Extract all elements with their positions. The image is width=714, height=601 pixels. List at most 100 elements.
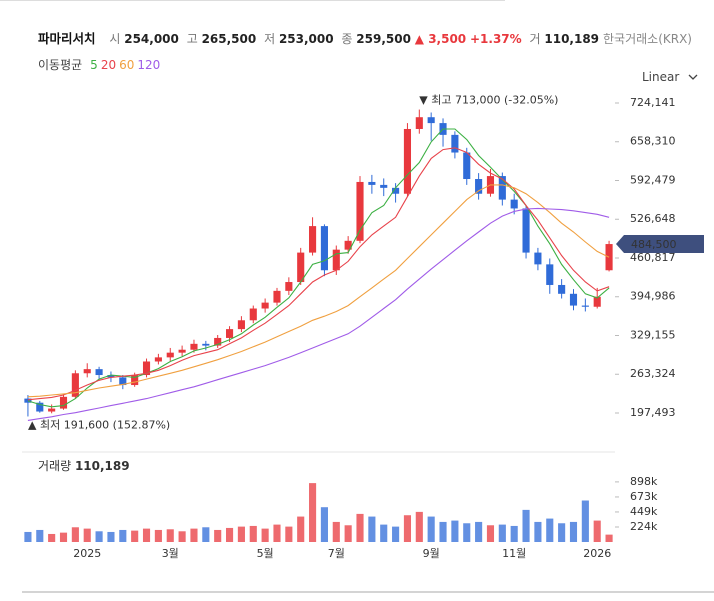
volume-bar <box>214 529 222 542</box>
value: 265,500 <box>201 32 257 46</box>
candle-body <box>593 296 601 307</box>
volume-bar <box>320 507 328 542</box>
volume-bar <box>59 532 68 542</box>
volume-bar <box>415 511 423 542</box>
volume-bar <box>534 521 542 542</box>
volume-bar <box>368 516 376 542</box>
candle-body <box>309 226 317 253</box>
y-tick-label: 526,648 <box>630 212 676 225</box>
quote: 종 259,500 <box>337 32 411 46</box>
label: 저 <box>264 32 276 46</box>
ma-legend: 이동평균 5 20 60 120 <box>38 56 166 73</box>
volume-bar <box>95 531 103 542</box>
scale-mode: Linear <box>642 70 680 84</box>
volume-bar <box>463 523 471 542</box>
volume-bar <box>225 527 234 542</box>
candle-body <box>131 375 139 386</box>
quote-header: 파마리서치 시 254,000 고 265,500 저 253,000 종 25… <box>38 28 599 47</box>
extreme-annotation: ▲ 최저 191,600 (152.87%) <box>28 418 170 431</box>
y-tick-label: 197,493 <box>630 406 676 419</box>
x-tick-label: 11월 <box>502 547 526 560</box>
candle-body <box>225 329 234 338</box>
volume-bar <box>285 526 293 542</box>
value: 110,189 <box>75 459 130 473</box>
candle-body <box>190 343 198 350</box>
y-tick-label: 460,817 <box>630 251 676 264</box>
candle-body <box>581 305 589 307</box>
candle-body <box>498 176 506 200</box>
value: 259,500 <box>356 32 411 46</box>
y-tick-label: 724,141 <box>630 96 676 109</box>
y-tick-label: 263,324 <box>630 367 676 380</box>
candle-body <box>427 117 435 124</box>
candle-body <box>403 128 412 194</box>
x-tick-label: 5월 <box>257 547 274 560</box>
exchange: 한국거래소(KRX) <box>603 32 692 46</box>
label: 거래량 <box>38 459 71 473</box>
volume-bar <box>131 530 139 542</box>
volume-bar <box>380 524 388 542</box>
volume-bar <box>297 516 305 542</box>
volume-bar <box>356 513 364 542</box>
ma-line <box>27 128 610 408</box>
y-tick-label: 394,986 <box>630 290 676 303</box>
ma-line <box>27 184 610 398</box>
candle-body <box>95 369 103 376</box>
volume-bar <box>439 521 447 542</box>
y-tick-label: 329,155 <box>630 328 676 341</box>
candle-body <box>332 249 340 271</box>
legend-entry: 60 <box>119 58 135 72</box>
candle-body <box>261 302 269 309</box>
candle-body <box>451 134 459 153</box>
change-pct: +1.37% <box>469 32 522 46</box>
volume-bar <box>593 520 601 542</box>
x-tick-label: 9월 <box>423 547 440 560</box>
candle-body <box>463 152 471 180</box>
volume-bar <box>261 528 269 542</box>
volume-bar <box>569 521 578 542</box>
volume-bar <box>237 526 245 542</box>
volume-bar <box>36 529 44 542</box>
label: 시 <box>109 32 121 46</box>
candle-body <box>107 375 115 378</box>
legend-entry: 5 <box>90 58 98 72</box>
volume-bar <box>178 531 186 542</box>
price-tag-label: 484,500 <box>631 238 677 251</box>
candle-body <box>36 402 44 412</box>
chevron <box>688 74 698 80</box>
label: 고 <box>186 32 198 46</box>
candle-body <box>534 252 542 265</box>
y-tick-label: 449k <box>630 505 658 518</box>
scale-dropdown[interactable]: Linear <box>642 70 698 84</box>
quote: 시 254,000 <box>105 32 179 46</box>
volume-bar <box>142 528 151 542</box>
quote: 고 265,500 <box>183 32 257 46</box>
volume-bar <box>486 525 495 542</box>
y-tick-label: 224k <box>630 520 658 533</box>
candle-body <box>178 349 186 353</box>
candle-body <box>214 337 222 346</box>
volume-bar <box>522 509 530 542</box>
candle-body <box>59 396 68 409</box>
label: 종 <box>341 32 353 46</box>
candle-body <box>439 123 447 135</box>
volume-bar <box>166 529 174 542</box>
value: 254,000 <box>124 32 179 46</box>
value: 110,189 <box>544 32 600 46</box>
x-tick-label: 2025 <box>73 547 101 560</box>
legend-title: 이동평균 <box>38 58 83 72</box>
volume-bar <box>510 525 518 542</box>
candle-body <box>119 377 127 386</box>
volume-bar <box>190 528 198 542</box>
candle-body <box>546 264 554 285</box>
volume-bar <box>451 520 459 542</box>
candle-body <box>83 369 91 374</box>
volume-bar <box>309 483 317 542</box>
volume-bar <box>273 524 281 542</box>
candle-body <box>202 343 210 346</box>
volume-bar <box>475 521 483 542</box>
candle-body <box>605 244 613 271</box>
volume-bar <box>119 529 127 542</box>
